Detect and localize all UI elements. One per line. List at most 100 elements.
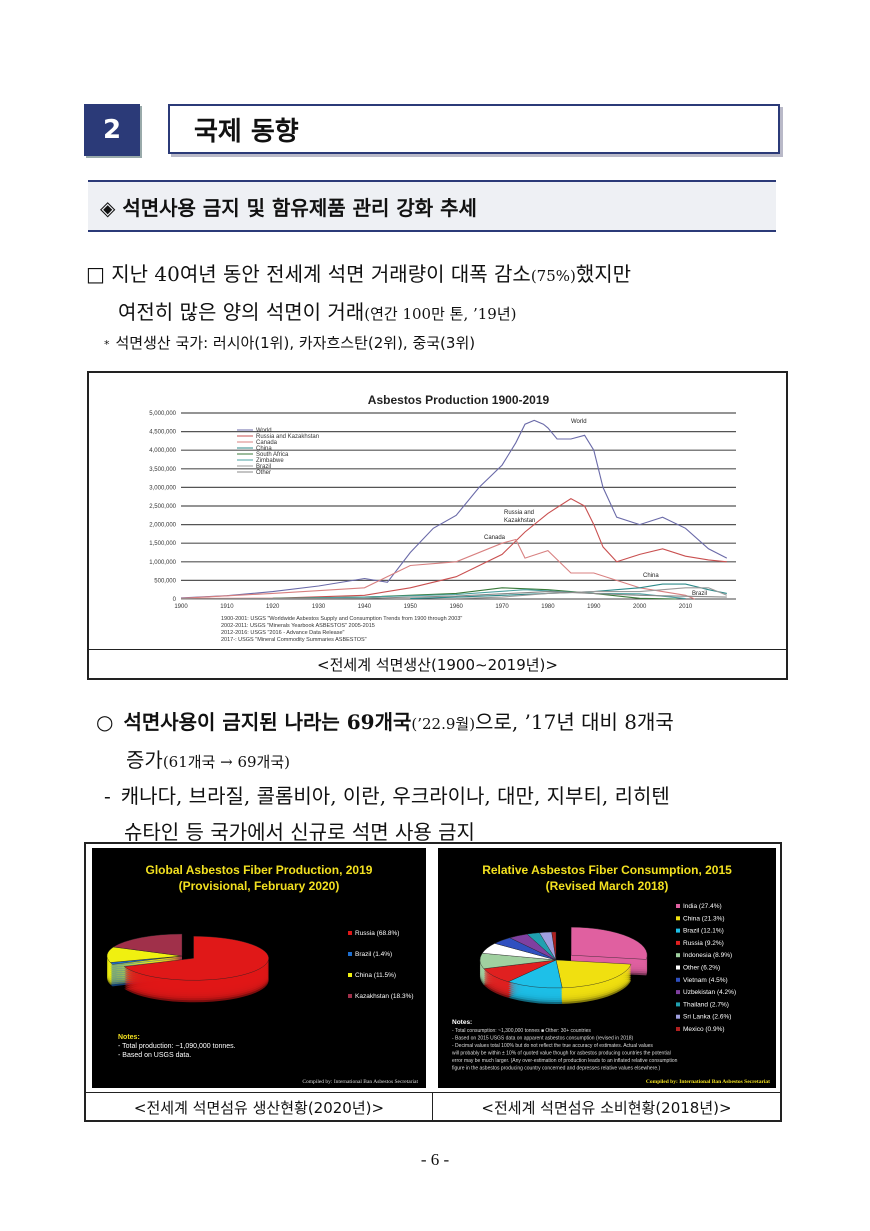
pie-slice — [112, 933, 183, 957]
square-bullet: □ — [86, 262, 105, 286]
subsection-title-text: ◈ 석면사용 금지 및 함유제품 관리 강화 추세 — [100, 195, 477, 220]
figure-caption-row: <전세계 석면섬유 생산현황(2020년)> <전세계 석면섬유 소비현황(20… — [86, 1092, 780, 1121]
text: 석면사용이 금지된 나라는 69개국 — [123, 710, 412, 734]
series-line — [180, 497, 727, 600]
legend-swatch — [348, 994, 352, 998]
legend-label: World — [256, 428, 272, 434]
series-annotation: Kazakhstan — [504, 518, 535, 524]
legend-label: Uzbekistan (4.2%) — [683, 989, 736, 996]
chart-title: Global Asbestos Fiber Production, 2019 — [146, 863, 373, 877]
legend-swatch — [348, 931, 352, 935]
paragraph-trade-decline: □ 지난 40여년 동안 전세계 석면 거래량이 대폭 감소(75%)했지만 여… — [86, 256, 786, 332]
source-note: 1900-2001: USGS "Worldwide Asbestos Supp… — [221, 616, 462, 622]
legend-swatch — [676, 928, 680, 933]
chart-subtitle: (Provisional, February 2020) — [179, 879, 340, 893]
paragraph-line: 증가(61개국 → 69개국) — [96, 742, 786, 780]
pie-chart-consumption: Relative Asbestos Fiber Consumption, 201… — [452, 863, 770, 1085]
legend-label: Zimbabwe — [256, 458, 284, 464]
dash-bullet: - — [104, 784, 111, 808]
legend-swatch — [348, 952, 352, 956]
y-tick-label: 3,000,000 — [149, 485, 176, 491]
figure-caption-row: <전세계 석면생산(1900∼2019년)> — [89, 649, 786, 679]
legend-label: Brazil (12.1%) — [683, 928, 724, 935]
notes-line: - Based on 2015 USGS data on apparent as… — [452, 1036, 634, 1042]
chart-credit: Compiled by: International Ban Asbestos … — [646, 1079, 770, 1085]
paragraph-line: □ 지난 40여년 동안 전세계 석면 거래량이 대폭 감소(75%)했지만 — [86, 256, 786, 294]
legend-label: Vietnam (4.5%) — [683, 977, 728, 984]
legend-swatch — [676, 977, 680, 982]
legend-label: Brazil — [256, 464, 271, 470]
series-annotation: Russia and — [504, 510, 534, 516]
series-line — [456, 587, 728, 600]
legend-swatch — [676, 1002, 680, 1007]
legend-swatch — [676, 953, 680, 958]
y-tick-label: 5,000,000 — [149, 411, 176, 417]
legend-label: Brazil (1.4%) — [355, 951, 392, 958]
subsection-title: ◈ 석면사용 금지 및 함유제품 관리 강화 추세 — [88, 180, 776, 232]
source-note: 2012-2016: USGS "2016 - Advance Data Rel… — [221, 630, 345, 636]
figure-caption: <전세계 석면섬유 소비현황(2018년)> — [481, 1098, 732, 1117]
paragraph-line: 슈타인 등 국가에서 신규로 석면 사용 금지 — [104, 814, 794, 850]
text: (’22.9월) — [411, 715, 476, 733]
notes-line: - Total consumption: ~1,300,000 tonnes ■… — [452, 1028, 591, 1034]
text: 으로, ’17년 대비 8개국 — [475, 710, 674, 734]
pie-panel-production: Global Asbestos Fiber Production, 2019 (P… — [92, 848, 426, 1088]
y-tick-label: 4,500,000 — [149, 430, 176, 436]
series-annotation: Canada — [484, 535, 506, 541]
notes-title: Notes: — [118, 1034, 140, 1041]
caption-cell: <전세계 석면섬유 소비현황(2018년)> — [433, 1093, 780, 1121]
legend-label: China — [256, 446, 272, 452]
text: 여전히 많은 양의 석면이 거래 — [118, 300, 365, 324]
chart-subtitle: (Revised March 2018) — [546, 879, 669, 893]
section-title-text: 국제 동향 — [194, 116, 299, 147]
paragraph-new-bans: - 캐나다, 브라질, 콜롬비아, 이란, 우크라이나, 대만, 지부티, 리히텐… — [104, 778, 794, 850]
legend-label: Other — [256, 470, 271, 476]
legend-label: Russia and Kazakhstan — [256, 434, 319, 440]
legend-swatch — [676, 904, 680, 908]
x-tick-label: 1950 — [404, 604, 418, 610]
notes-line: - Total production: ~1,090,000 tonnes. — [118, 1043, 236, 1050]
notes-line: will probably be within ± 10% of quoted … — [452, 1051, 671, 1057]
paragraph-banned-countries: ○ 석면사용이 금지된 나라는 69개국(’22.9월)으로, ’17년 대비 8… — [96, 704, 786, 780]
legend-swatch — [676, 965, 680, 970]
legend-swatch — [676, 940, 680, 945]
figure-caption: <전세계 석면섬유 생산현황(2020년)> — [133, 1098, 385, 1117]
y-tick-label: 3,500,000 — [149, 467, 176, 473]
page-number: - 6 - — [420, 1150, 450, 1169]
circle-bullet: ○ — [96, 710, 114, 734]
text: (61개국 → 69개국) — [162, 753, 290, 771]
notes-line: error may be much larger. (Any over-esti… — [452, 1058, 678, 1064]
legend-label: Sri Lanka (2.6%) — [683, 1014, 731, 1021]
series-line — [180, 538, 695, 600]
notes-title: Notes: — [452, 1019, 472, 1026]
asterisk: * — [104, 338, 110, 351]
notes-line: figure in the asbestos producing country… — [452, 1066, 661, 1072]
series-annotation: Brazil — [692, 591, 707, 597]
x-tick-label: 2000 — [633, 604, 647, 610]
x-tick-label: 1970 — [495, 604, 509, 610]
legend-swatch — [676, 1014, 680, 1019]
legend-label: Russia (68.8%) — [355, 930, 399, 937]
paragraph-line: 여전히 많은 양의 석면이 거래(연간 100만 톤, ’19년) — [86, 294, 786, 332]
caption-cell: <전세계 석면섬유 생산현황(2020년)> — [86, 1093, 433, 1121]
legend-label: India (27.4%) — [683, 903, 722, 910]
pie-slice — [123, 936, 269, 981]
notes-line: - Decimal values total 100% but do not r… — [452, 1043, 653, 1049]
y-tick-label: 500,000 — [154, 578, 176, 584]
series-annotation: China — [643, 573, 659, 579]
source-note: 2017-: USGS "Mineral Commodity Summaries… — [221, 637, 367, 643]
legend-label: Russia (9.2%) — [683, 940, 724, 947]
text: 증가 — [126, 748, 163, 772]
pie-panel-consumption: Relative Asbestos Fiber Consumption, 201… — [438, 848, 776, 1088]
figure-fiber-pies: Global Asbestos Fiber Production, 2019 (P… — [84, 842, 782, 1122]
text: 지난 40여년 동안 전세계 석면 거래량이 대폭 감소 — [111, 262, 531, 286]
series-line — [272, 589, 686, 600]
x-tick-label: 1900 — [174, 604, 188, 610]
chart-credit: Compiled by: International Ban Asbestos … — [302, 1079, 418, 1085]
chart-title: Relative Asbestos Fiber Consumption, 201… — [482, 863, 732, 877]
legend-label: Canada — [256, 440, 278, 446]
figure-production-chart: Asbestos Production 1900-2019 5,000,000 4,… — [87, 371, 788, 680]
paragraph-line: ○ 석면사용이 금지된 나라는 69개국(’22.9월)으로, ’17년 대비 8… — [96, 704, 786, 742]
legend-label: Other (6.2%) — [683, 965, 720, 972]
figure-caption: <전세계 석면생산(1900∼2019년)> — [317, 656, 558, 674]
